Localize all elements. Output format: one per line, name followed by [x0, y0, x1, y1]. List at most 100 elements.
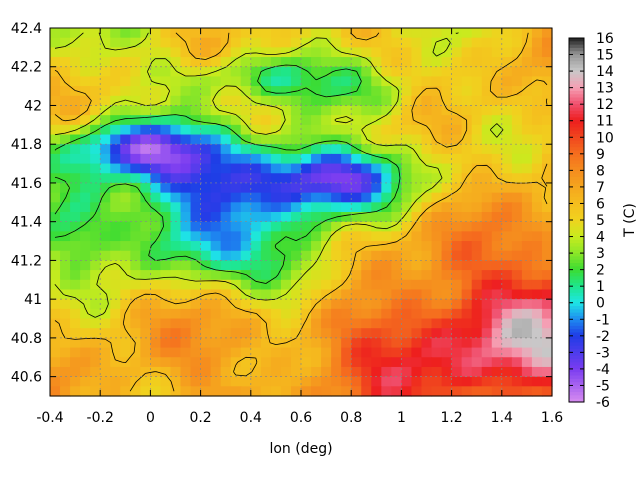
heatmap-cell [491, 347, 503, 358]
heatmap-cell [321, 289, 332, 300]
heatmap-cell [60, 124, 71, 136]
heatmap-cell [180, 386, 192, 397]
heatmap-cell [220, 95, 232, 107]
heatmap-cell [371, 105, 382, 116]
heatmap-cell [301, 241, 312, 252]
heatmap-cell [481, 366, 493, 378]
heatmap-cell [170, 347, 182, 358]
heatmap-cell [321, 299, 332, 310]
heatmap-cell [501, 299, 513, 310]
heatmap-cell [461, 76, 473, 87]
heatmap-cell [160, 28, 172, 39]
heatmap-cell [280, 299, 292, 310]
heatmap-cell [140, 47, 151, 58]
heatmap-cell [351, 163, 362, 174]
heatmap-cell [301, 270, 312, 281]
heatmap-cell [511, 386, 523, 397]
heatmap-cell [311, 173, 322, 184]
heatmap-cell [220, 57, 232, 68]
heatmap-cell [290, 337, 302, 349]
heatmap-cell [90, 328, 101, 339]
heatmap-cell [60, 28, 71, 39]
heatmap-cell [120, 134, 131, 145]
heatmap-cell [290, 37, 302, 48]
heatmap-cell [451, 86, 463, 97]
heatmap-cell [180, 153, 192, 165]
heatmap-cell [150, 221, 162, 232]
heatmap-cell [150, 308, 162, 320]
heatmap-cell [341, 289, 352, 300]
heatmap-cell [471, 221, 483, 232]
heatmap-cell [250, 76, 262, 87]
heatmap-cell [391, 337, 402, 349]
heatmap-cell [50, 182, 61, 194]
heatmap-cell [210, 115, 222, 126]
heatmap-cell [391, 86, 402, 97]
heatmap-cell [220, 357, 232, 368]
heatmap-cell [200, 376, 212, 387]
heatmap-cell [160, 47, 172, 58]
heatmap-cell [200, 308, 212, 320]
heatmap-cell [100, 308, 111, 320]
heatmap-cell [110, 124, 121, 136]
heatmap-cell [481, 347, 493, 358]
colorbar-swatch [569, 137, 584, 142]
heatmap-cell [130, 182, 141, 194]
heatmap-cell [90, 134, 101, 145]
colorbar-swatch [569, 213, 584, 218]
colorbar-swatch [569, 84, 584, 89]
heatmap-cell [170, 279, 182, 291]
heatmap-cell [541, 124, 553, 136]
heatmap-cell [190, 308, 202, 320]
heatmap-cell [200, 86, 212, 97]
heatmap-cell [80, 260, 91, 271]
heatmap-cell [411, 105, 423, 116]
colorbar-swatch [569, 110, 584, 115]
heatmap-cell [491, 376, 503, 387]
heatmap-cell [220, 308, 232, 320]
heatmap-cell [250, 376, 262, 387]
heatmap-cell [180, 105, 192, 116]
heatmap-cell [50, 37, 61, 48]
heatmap-cell [230, 221, 242, 232]
heatmap-cell [110, 386, 121, 397]
heatmap-cell [501, 57, 513, 68]
heatmap-cell [391, 192, 402, 203]
heatmap-cell [461, 260, 473, 271]
y-tick-label: 41.4 [11, 215, 42, 231]
heatmap-cell [331, 192, 342, 203]
heatmap-cell [341, 95, 352, 107]
heatmap-cell [280, 328, 292, 339]
heatmap-cell [471, 47, 483, 58]
heatmap-cell [230, 337, 242, 349]
heatmap-cell [120, 308, 131, 320]
heatmap-cell [371, 76, 382, 87]
heatmap-cell [361, 308, 372, 320]
heatmap-cell [331, 37, 342, 48]
heatmap-cell [50, 115, 61, 126]
heatmap-cell [250, 57, 262, 68]
heatmap-cell [140, 337, 151, 349]
heatmap-cell [511, 57, 523, 68]
heatmap-cell [180, 192, 192, 203]
colorbar-tick-label: 0 [596, 296, 605, 312]
heatmap-cell [240, 337, 252, 349]
colorbar-swatch [569, 355, 584, 360]
heatmap-cell [301, 192, 312, 203]
heatmap-cell [481, 163, 493, 174]
heatmap-cell [531, 212, 543, 223]
heatmap-cell [461, 357, 473, 368]
heatmap-cell [421, 299, 433, 310]
heatmap-cell [180, 318, 192, 329]
heatmap-cell [100, 386, 111, 397]
heatmap-cell [120, 328, 131, 339]
heatmap-cell [290, 124, 302, 136]
heatmap-cell [190, 347, 202, 358]
heatmap-cell [90, 260, 101, 271]
heatmap-cell [371, 144, 382, 155]
heatmap-cell [541, 47, 553, 58]
heatmap-cell [381, 337, 392, 349]
heatmap-cell [270, 153, 282, 165]
heatmap-cell [280, 279, 292, 291]
